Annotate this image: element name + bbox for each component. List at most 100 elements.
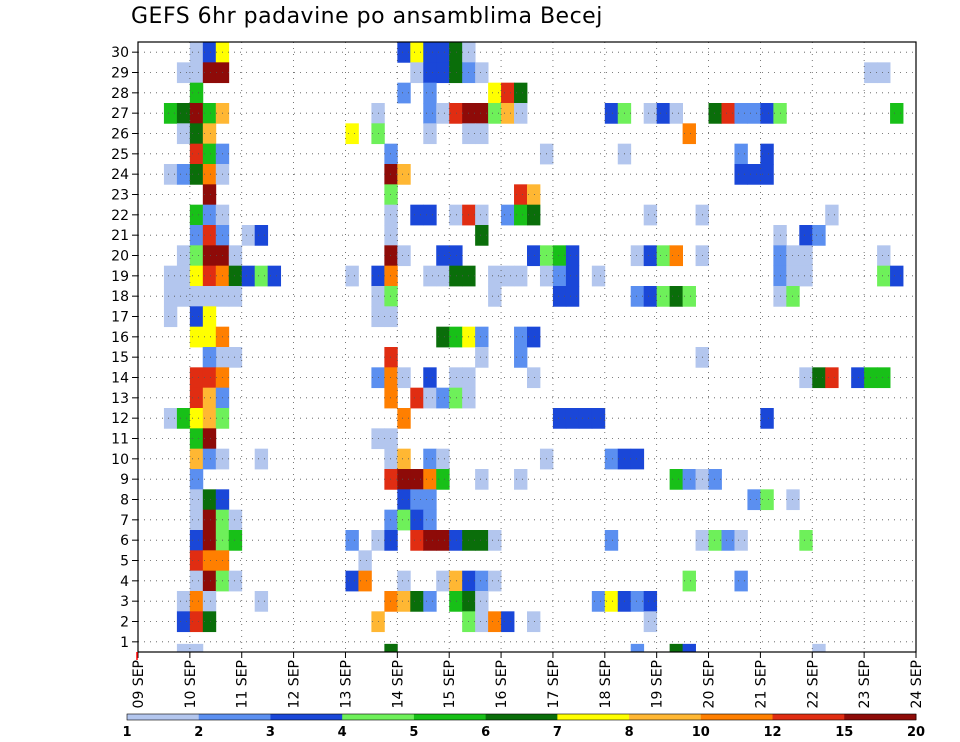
x-tick-label: 24 SEP	[909, 660, 925, 708]
heatmap-cell	[449, 387, 463, 409]
heatmap-cell	[682, 286, 696, 307]
heatmap-cell	[799, 530, 813, 551]
y-tick-label: 26	[111, 127, 129, 143]
heatmap-cell	[877, 367, 891, 389]
heatmap-cell	[202, 408, 217, 429]
heatmap-cell	[189, 143, 204, 165]
heatmap-cell	[410, 509, 424, 531]
y-tick-label: 28	[111, 86, 129, 102]
heatmap-cell	[384, 387, 398, 409]
heatmap-cell	[397, 164, 411, 185]
heatmap-cell	[189, 367, 204, 389]
heatmap-cell	[228, 265, 243, 287]
heatmap-cell	[877, 265, 891, 287]
heatmap-cell	[475, 469, 489, 490]
heatmap-cell	[397, 367, 411, 389]
heatmap-cell	[241, 225, 256, 246]
heatmap-cell	[202, 591, 217, 612]
y-tick-label: 14	[111, 371, 129, 387]
heatmap-cell	[202, 184, 217, 206]
heatmap-cell	[760, 489, 774, 511]
chart-title: GEFS 6hr padavine po ansamblima Becej	[131, 4, 603, 29]
x-tick-label: 18 SEP	[598, 660, 614, 708]
heatmap-cell	[189, 123, 204, 145]
heatmap-cell	[656, 103, 671, 124]
y-tick-label: 30	[111, 45, 129, 61]
heatmap-cell	[449, 42, 463, 63]
heatmap-cell	[514, 347, 528, 368]
heatmap-cell	[202, 367, 217, 389]
heatmap-cell	[254, 448, 269, 470]
heatmap-cell	[630, 286, 645, 307]
heatmap-cell	[410, 387, 424, 409]
heatmap-cell	[682, 643, 696, 653]
colorbar-segment	[557, 714, 630, 720]
x-tick-label: 09 SEP	[131, 660, 147, 708]
heatmap-cell	[552, 245, 567, 267]
heatmap-cell	[202, 286, 217, 307]
heatmap-cell	[176, 408, 191, 429]
colorbar-segment	[485, 714, 558, 720]
y-tick-label: 1	[120, 635, 129, 651]
heatmap-cell	[189, 42, 204, 63]
heatmap-cell	[565, 265, 580, 287]
heatmap-cell	[423, 387, 437, 409]
heatmap-cell	[449, 530, 463, 551]
heatmap-cell	[436, 387, 450, 409]
heatmap-cell	[176, 591, 191, 612]
heatmap-cell	[228, 509, 243, 531]
y-tick-label: 23	[111, 188, 129, 204]
colorbar-label: 2	[194, 725, 203, 740]
heatmap-cell	[384, 225, 398, 246]
heatmap-cell	[475, 530, 489, 551]
heatmap-cell	[397, 408, 411, 429]
heatmap-cell	[747, 489, 761, 511]
x-tick-label: 20 SEP	[702, 660, 718, 708]
heatmap-cell	[708, 469, 722, 490]
heatmap-cell	[682, 469, 696, 490]
heatmap-cell	[488, 103, 502, 124]
heatmap-cell	[189, 286, 204, 307]
x-tick-label: 14 SEP	[390, 660, 406, 708]
y-tick-label: 4	[120, 574, 129, 590]
heatmap-cell	[630, 643, 645, 653]
heatmap-cell	[345, 570, 359, 592]
heatmap-cell	[449, 204, 463, 226]
heatmap-cell	[475, 225, 489, 246]
colorbar-segment	[700, 714, 774, 720]
heatmap-cell	[410, 591, 424, 612]
heatmap-cell	[734, 164, 748, 185]
heatmap-cell	[202, 204, 217, 226]
heatmap-cell	[786, 265, 800, 287]
heatmap-cell	[552, 408, 567, 429]
heatmap-cell	[397, 489, 411, 511]
x-tick-label: 11 SEP	[235, 660, 251, 708]
x-tick-label: 17 SEP	[546, 660, 562, 708]
heatmap-cell	[202, 123, 217, 145]
heatmap-cell	[760, 408, 774, 429]
x-tick-label: 22 SEP	[805, 660, 821, 708]
y-tick-label: 11	[111, 432, 129, 448]
heatmap-cell	[799, 265, 813, 287]
heatmap-cell	[202, 245, 217, 267]
heatmap-cell	[475, 347, 489, 368]
y-tick-label: 18	[111, 289, 129, 305]
heatmap-cell	[825, 367, 839, 389]
heatmap-cell	[514, 265, 528, 287]
y-tick-label: 6	[120, 533, 129, 549]
heatmap-cell	[734, 570, 748, 592]
heatmap-cell	[449, 62, 463, 84]
colorbar-label: 12	[763, 725, 781, 740]
heatmap-cell	[202, 428, 217, 450]
heatmap-cell	[384, 643, 398, 653]
heatmap-cell	[345, 123, 359, 145]
heatmap-cell	[514, 82, 528, 104]
heatmap-cell	[202, 570, 217, 592]
heatmap-cell	[501, 611, 515, 633]
heatmap-cell	[747, 164, 761, 185]
heatmap-cell	[267, 265, 282, 287]
colorbar-segment	[772, 714, 845, 720]
colorbar-segment	[342, 714, 415, 720]
heatmap-cell	[643, 591, 658, 612]
heatmap-cell	[202, 306, 217, 328]
